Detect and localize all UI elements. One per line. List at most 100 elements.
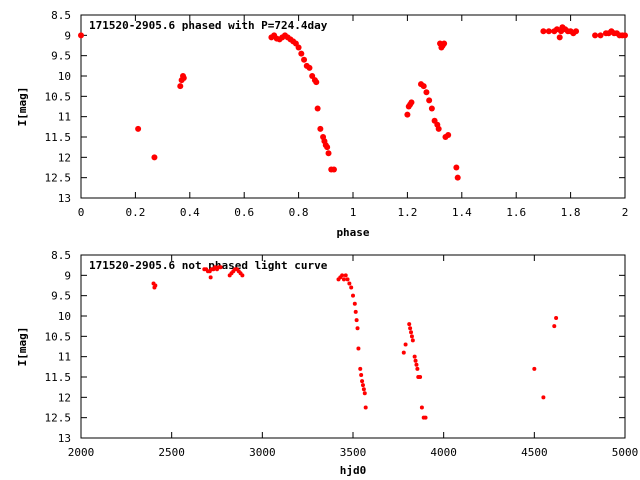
data-point (414, 362, 419, 367)
x-tick-label: 2000 (68, 446, 95, 459)
data-point (355, 326, 360, 331)
data-point (412, 354, 417, 359)
data-point (325, 150, 332, 157)
data-point (426, 97, 433, 104)
y-tick-label: 13 (58, 192, 71, 205)
y-tick-label: 12.5 (45, 412, 72, 425)
data-point (340, 273, 345, 278)
x-tick-label: 1.6 (506, 206, 526, 219)
y-axis-label: I[mag] (16, 87, 29, 127)
x-tick-label: 1.4 (452, 206, 472, 219)
y-tick-label: 10.5 (45, 90, 72, 103)
data-point (428, 105, 435, 112)
data-point (301, 56, 308, 63)
y-tick-label: 9.5 (51, 290, 71, 303)
y-tick-label: 9.5 (51, 50, 71, 63)
data-point (420, 83, 427, 90)
x-tick-label: 0.2 (125, 206, 145, 219)
data-point (351, 293, 355, 298)
data-point (298, 50, 305, 57)
data-point (240, 273, 245, 278)
y-tick-label: 10.5 (45, 330, 72, 343)
data-point (573, 28, 580, 35)
data-point (313, 79, 320, 86)
data-point (404, 111, 411, 118)
data-point (352, 301, 357, 306)
data-point (361, 387, 366, 392)
data-point (419, 405, 424, 410)
data-point (295, 44, 302, 51)
y-tick-label: 11 (58, 351, 71, 364)
data-point (597, 32, 604, 39)
y-tick-label: 12.5 (45, 172, 72, 185)
data-point (359, 372, 364, 377)
data-point (415, 366, 420, 371)
y-tick-label: 13 (58, 432, 71, 445)
data-point (330, 166, 337, 173)
y-tick-label: 10 (58, 310, 71, 323)
data-point (360, 383, 365, 388)
data-point (353, 309, 358, 314)
x-tick-label: 2500 (158, 446, 185, 459)
data-point (358, 366, 363, 371)
data-point (408, 326, 413, 331)
data-point (362, 391, 367, 396)
data-point (541, 395, 546, 400)
data-point (349, 285, 354, 290)
data-point (552, 324, 557, 329)
chart-title: 171520-2905.6 not phased light curve (89, 259, 328, 272)
data-point (408, 99, 415, 106)
x-tick-label: 0.4 (180, 206, 200, 219)
data-point (435, 125, 442, 132)
y-tick-label: 11.5 (45, 371, 72, 384)
data-point (403, 342, 408, 347)
x-tick-label: 4500 (521, 446, 548, 459)
x-tick-label: 1 (350, 206, 357, 219)
y-tick-label: 12 (58, 391, 71, 404)
y-tick-label: 11.5 (45, 131, 72, 144)
y-tick-label: 10 (58, 70, 71, 83)
data-point (423, 415, 428, 420)
data-point (409, 334, 414, 339)
data-point (151, 154, 158, 161)
data-point (407, 322, 412, 327)
data-point (418, 375, 423, 379)
data-point (306, 64, 313, 71)
data-point (556, 34, 563, 41)
data-point (454, 174, 461, 181)
x-tick-label: 0 (78, 206, 85, 219)
data-point (345, 277, 350, 282)
data-point (314, 105, 321, 112)
y-tick-label: 11 (58, 111, 71, 124)
data-point (363, 405, 368, 410)
x-tick-label: 4000 (430, 446, 457, 459)
data-point (356, 346, 361, 351)
x-tick-label: 5000 (612, 446, 639, 459)
x-tick-label: 0.8 (289, 206, 309, 219)
data-series (151, 265, 559, 420)
data-point (554, 316, 559, 321)
data-point (177, 83, 184, 90)
y-tick-label: 9 (64, 29, 71, 42)
data-point (453, 164, 460, 171)
x-tick-label: 0.6 (234, 206, 254, 219)
data-point (360, 379, 365, 384)
data-point (409, 330, 414, 335)
x-tick-label: 1.8 (561, 206, 581, 219)
x-tick-label: 3000 (249, 446, 276, 459)
data-point (153, 283, 158, 288)
data-point (135, 125, 142, 132)
data-point (343, 273, 348, 278)
data-point (423, 89, 430, 96)
y-tick-label: 12 (58, 151, 71, 164)
data-point (341, 277, 346, 282)
data-point (545, 28, 552, 35)
chart-title: 171520-2905.6 phased with P=724.4day (89, 19, 328, 32)
data-point (208, 275, 213, 280)
data-series (78, 24, 628, 181)
data-point (532, 366, 537, 371)
x-axis-label: hjd0 (340, 464, 367, 477)
x-tick-label: 1.2 (397, 206, 417, 219)
